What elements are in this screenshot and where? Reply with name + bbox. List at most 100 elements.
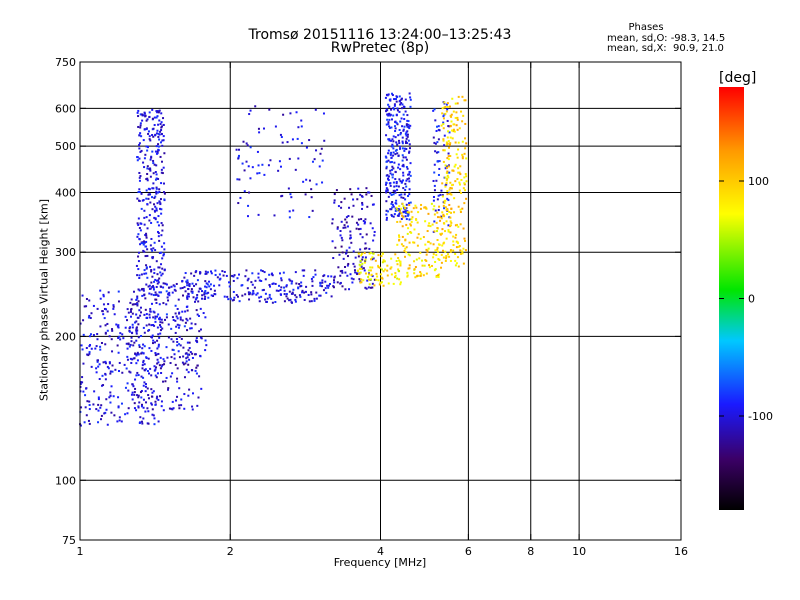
data-point <box>400 243 403 246</box>
data-point <box>157 333 160 336</box>
data-point <box>138 277 141 280</box>
data-point <box>359 280 362 283</box>
data-point <box>437 243 440 246</box>
data-point <box>149 139 152 142</box>
data-point <box>124 413 127 416</box>
data-point <box>176 323 179 326</box>
data-point <box>424 220 427 223</box>
data-point <box>158 364 161 367</box>
data-point <box>360 265 363 268</box>
data-point <box>436 160 439 163</box>
data-point <box>154 205 157 208</box>
data-point <box>462 262 465 265</box>
data-point <box>237 154 240 157</box>
data-point <box>449 220 452 223</box>
data-point <box>208 280 211 283</box>
data-point <box>446 166 449 169</box>
data-point <box>161 327 164 330</box>
data-point <box>238 178 241 181</box>
data-point <box>404 198 407 201</box>
data-point <box>314 273 317 276</box>
data-point <box>205 344 208 347</box>
data-point <box>178 407 181 410</box>
data-point <box>331 240 334 243</box>
data-point <box>412 241 415 244</box>
data-point <box>321 279 324 282</box>
data-point <box>361 207 364 210</box>
data-point <box>181 319 184 322</box>
data-point <box>385 218 388 221</box>
data-point <box>153 272 156 275</box>
data-point <box>150 221 153 224</box>
data-point <box>145 119 148 122</box>
data-point <box>339 281 342 284</box>
data-point <box>128 370 131 373</box>
data-point <box>134 352 137 355</box>
data-point <box>385 165 388 168</box>
data-point <box>140 311 143 314</box>
data-point <box>233 296 236 299</box>
data-point <box>362 279 365 282</box>
data-point <box>102 303 105 306</box>
data-point <box>397 163 400 166</box>
data-point <box>139 416 142 419</box>
data-point <box>358 278 361 281</box>
data-point <box>138 237 141 240</box>
data-point <box>146 407 149 410</box>
data-point <box>356 273 359 276</box>
data-point <box>190 272 193 275</box>
data-point <box>131 391 134 394</box>
data-point <box>432 253 435 256</box>
data-point <box>148 138 151 141</box>
data-point <box>81 348 84 351</box>
data-point <box>390 92 393 95</box>
data-point <box>146 172 149 175</box>
data-point <box>152 414 155 417</box>
data-point <box>433 220 436 223</box>
data-point <box>416 274 419 277</box>
data-point <box>104 372 107 375</box>
data-point <box>457 205 460 208</box>
data-point <box>391 206 394 209</box>
data-point <box>349 230 352 233</box>
data-point <box>153 209 156 212</box>
data-point <box>449 231 452 234</box>
data-point <box>446 119 449 122</box>
data-point <box>397 270 400 273</box>
data-point <box>97 421 100 424</box>
data-point <box>237 202 240 205</box>
data-point <box>160 222 163 225</box>
data-point <box>448 203 451 206</box>
data-point <box>184 362 187 365</box>
data-point <box>406 142 409 145</box>
data-point <box>409 96 412 99</box>
data-point <box>457 265 460 268</box>
data-point <box>85 387 88 390</box>
data-point <box>426 249 429 252</box>
data-point <box>246 215 249 218</box>
data-point <box>394 130 397 133</box>
data-point <box>154 134 157 137</box>
data-point <box>261 270 264 273</box>
data-point <box>340 201 343 204</box>
data-point <box>424 243 427 246</box>
data-point <box>288 157 291 160</box>
data-point <box>162 117 165 120</box>
data-point <box>151 391 154 394</box>
data-point <box>459 223 462 226</box>
data-point <box>370 251 373 254</box>
data-point <box>176 377 179 380</box>
data-point <box>398 259 401 262</box>
data-point <box>213 293 216 296</box>
data-point <box>148 135 151 138</box>
data-point <box>149 310 152 313</box>
data-point <box>300 125 303 128</box>
data-point <box>438 205 441 208</box>
data-point <box>254 105 257 108</box>
data-point <box>185 368 188 371</box>
data-point <box>367 191 370 194</box>
data-point <box>231 299 234 302</box>
data-point <box>369 266 372 269</box>
data-point <box>392 154 395 157</box>
data-point <box>364 260 367 263</box>
